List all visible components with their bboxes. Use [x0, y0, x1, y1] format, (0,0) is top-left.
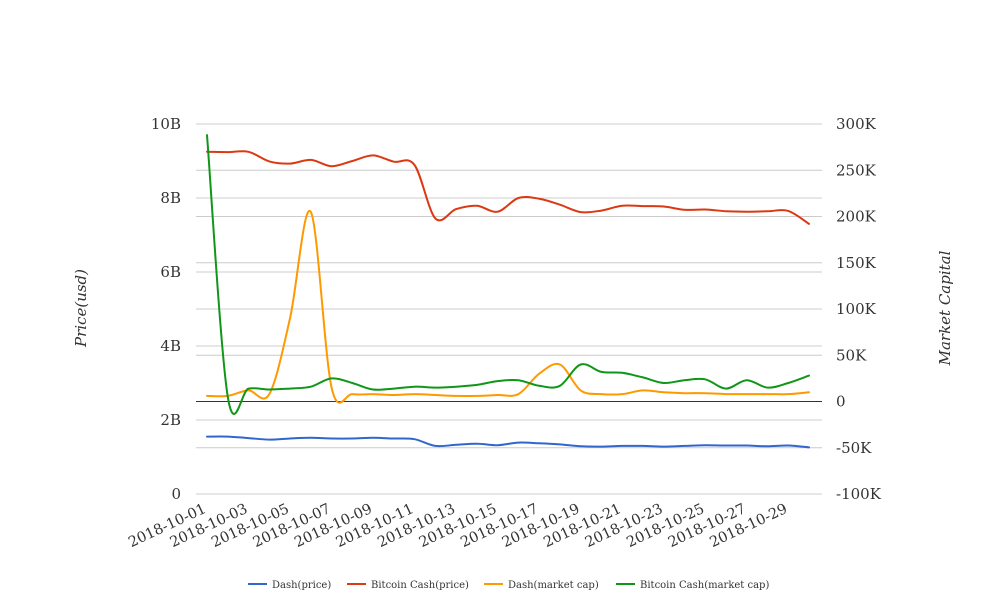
legend-item-dash-price: Dash(price) [248, 580, 331, 591]
left-tick-label: 10B [151, 115, 181, 133]
legend-label: Dash(price) [272, 580, 331, 591]
gridlines [196, 123, 822, 495]
right-tick-label: -100K [836, 485, 882, 503]
right-tick-label: 0 [836, 393, 846, 411]
right-tick-label: -50K [836, 439, 872, 457]
right-tick-label: 300K [836, 115, 877, 133]
left-axis-ticks: 0 2B 4B 6B 8B 10B [151, 115, 181, 503]
legend-label: Bitcoin Cash(price) [371, 580, 469, 591]
series-line-dash-market-cap [206, 209, 810, 404]
series-line-bitcoin-cash-price [206, 150, 810, 225]
right-tick-label: 150K [836, 254, 877, 272]
x-axis-ticks: 2018-10-012018-10-032018-10-052018-10-07… [126, 501, 790, 551]
right-tick-label: 50K [836, 346, 867, 364]
left-axis-title: Price(usd) [72, 269, 90, 348]
right-tick-label: 250K [836, 161, 877, 179]
left-tick-label: 6B [160, 263, 181, 281]
series-line-dash-price [206, 435, 810, 449]
legend-label: Bitcoin Cash(market cap) [640, 580, 769, 591]
legend-label: Dash(market cap) [508, 580, 599, 591]
left-tick-label: 0 [171, 485, 181, 503]
legend-item-dash-market-cap: Dash(market cap) [484, 580, 599, 591]
left-tick-label: 4B [160, 337, 181, 355]
legend: Dash(price) Bitcoin Cash(price) Dash(marke… [248, 580, 769, 591]
right-tick-label: 200K [836, 208, 877, 226]
legend-item-bitcoin-cash-price: Bitcoin Cash(price) [347, 580, 469, 591]
left-tick-label: 2B [160, 411, 181, 429]
series-line-bitcoin-cash-market-cap [206, 134, 810, 415]
right-tick-label: 100K [836, 300, 877, 318]
series-lines [206, 134, 810, 449]
right-axis-ticks: -100K -50K 0 50K 100K 150K 200K 250K 300K [836, 115, 882, 503]
legend-item-bitcoin-cash-market-cap: Bitcoin Cash(market cap) [616, 580, 769, 591]
right-axis-title: Market Capital [936, 250, 954, 366]
left-tick-label: 8B [160, 189, 181, 207]
